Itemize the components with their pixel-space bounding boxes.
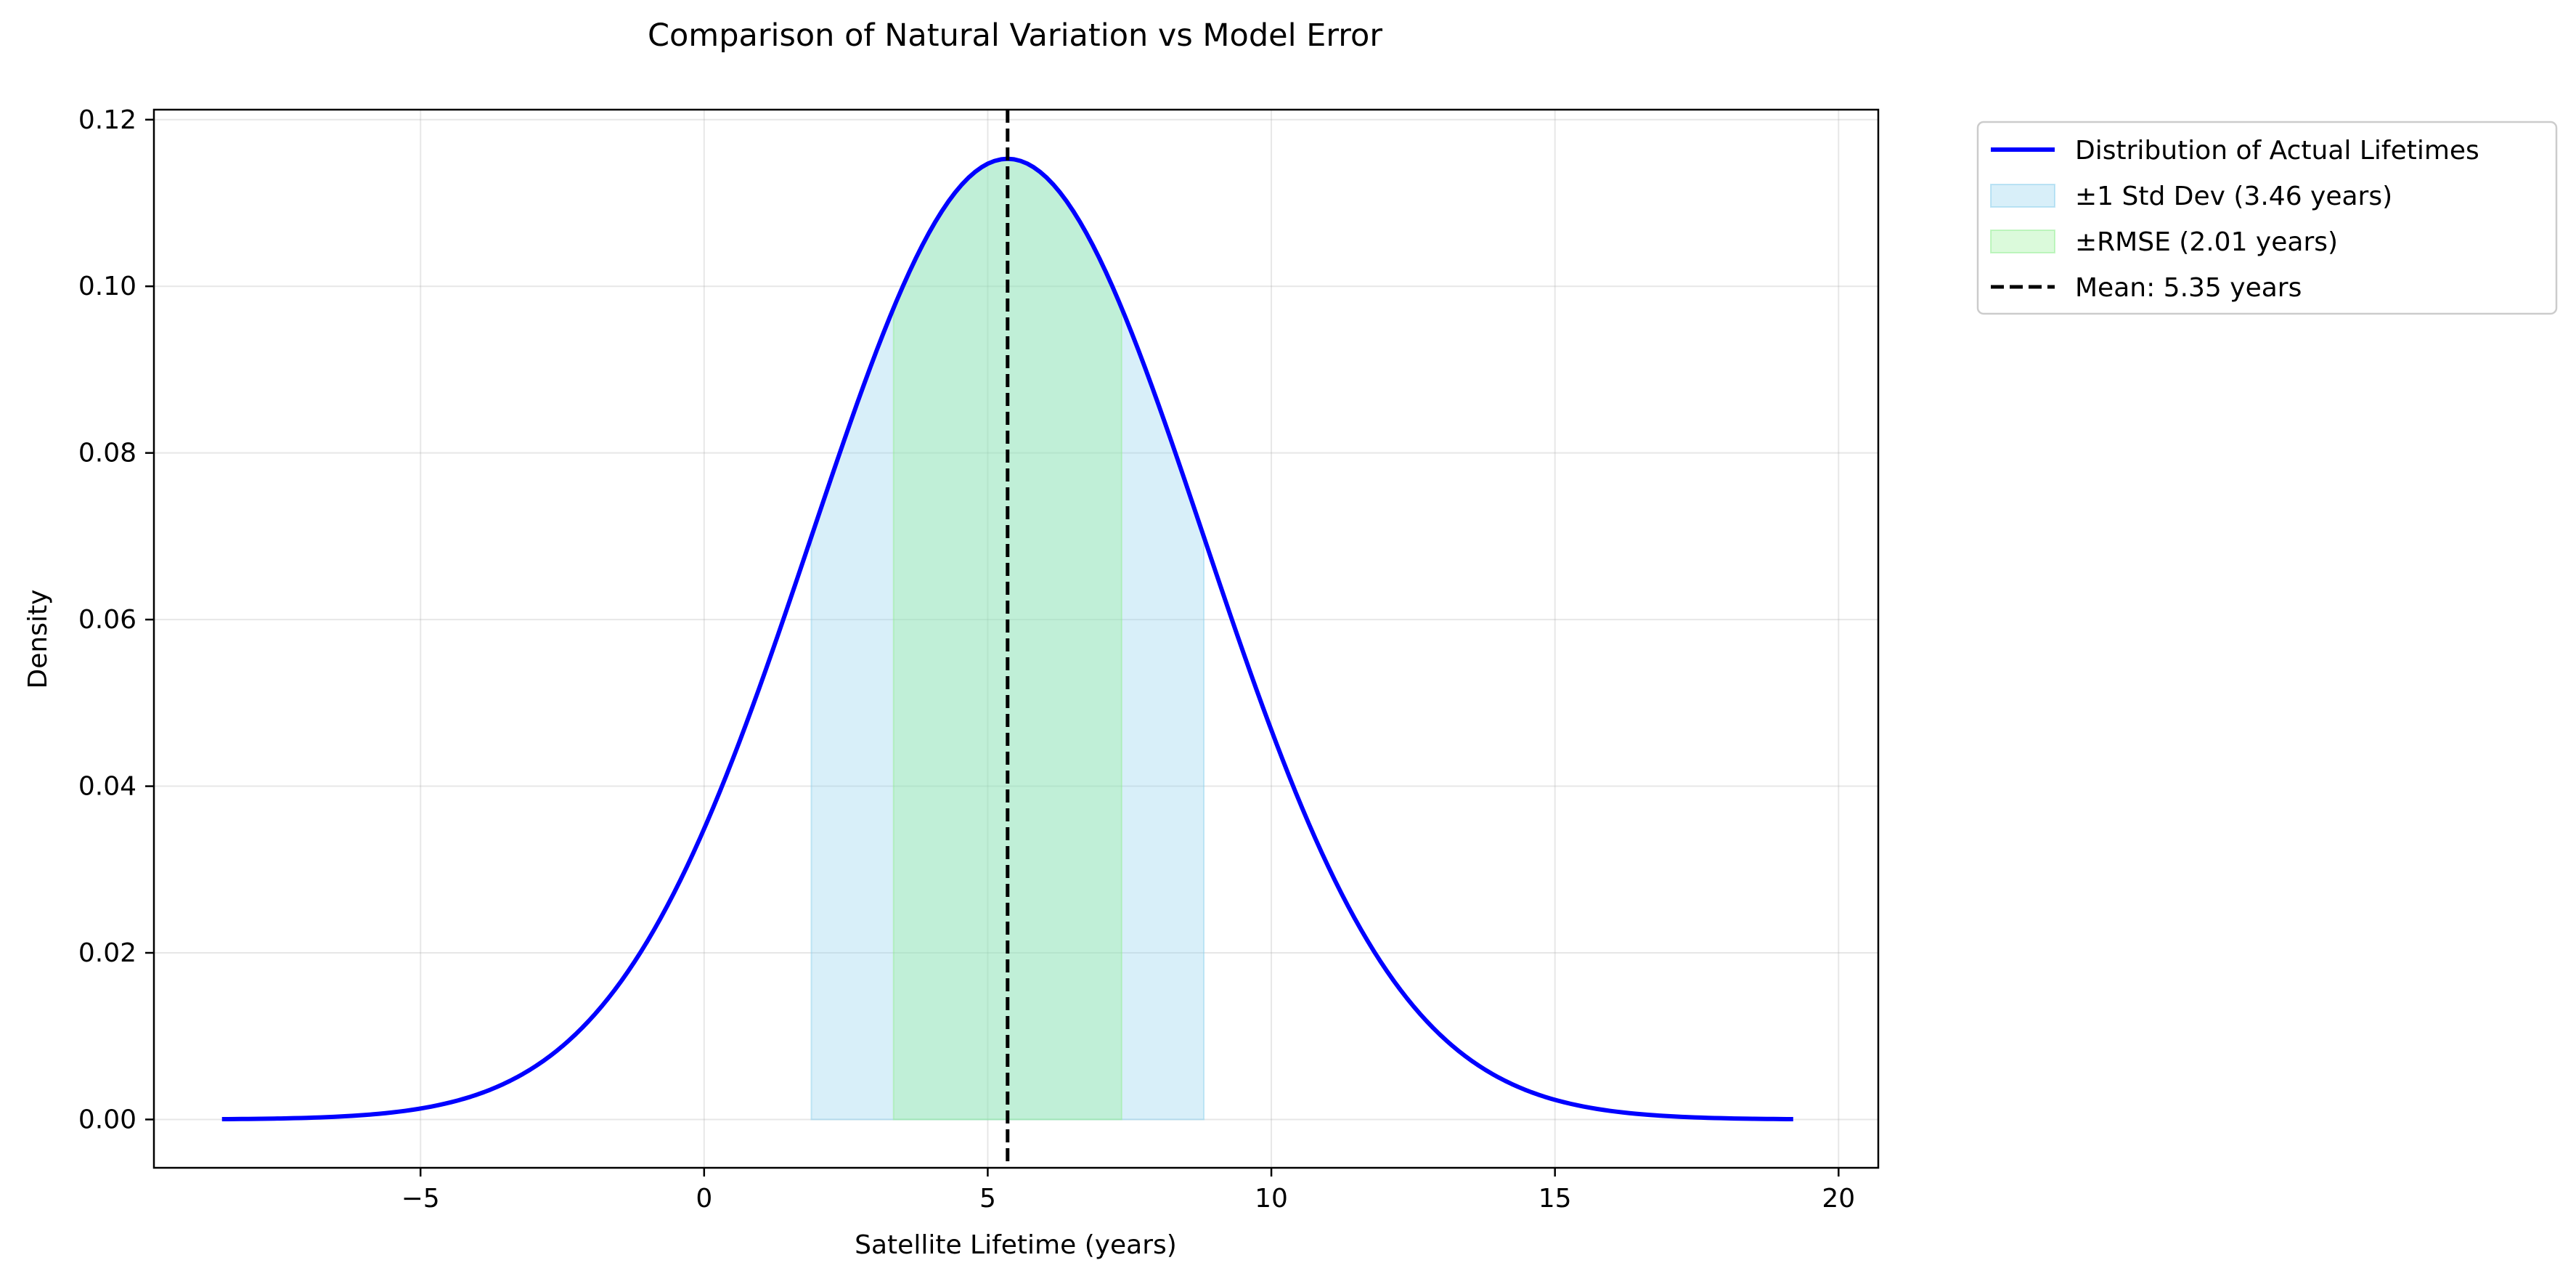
x-tick-label: 10 <box>1255 1184 1288 1214</box>
grid-lines <box>154 110 1878 1168</box>
x-tick-label: 20 <box>1822 1184 1855 1214</box>
y-tick-label: 0.04 <box>78 772 136 802</box>
legend-swatch-patch <box>1990 184 2055 208</box>
legend-item-std-dev: ±1 Std Dev (3.46 years) <box>1990 182 2392 211</box>
legend-label: ±RMSE (2.01 years) <box>2075 227 2338 257</box>
plot-frame <box>152 108 1880 1169</box>
x-axis-ticks: −5 0 5 10 15 20 <box>402 1168 1855 1214</box>
legend-box <box>1976 121 2558 315</box>
chart-title: Comparison of Natural Variation vs Model… <box>648 17 1382 54</box>
legend-swatch-patch <box>1990 229 2055 253</box>
legend-items: Distribution of Actual Lifetimes ±1 Std D… <box>1990 136 2479 303</box>
y-tick-label: 0.08 <box>78 439 136 468</box>
legend-label: Distribution of Actual Lifetimes <box>2075 136 2479 166</box>
plot-area <box>154 110 1878 1168</box>
legend-label: Mean: 5.35 years <box>2075 273 2302 303</box>
y-axis-title: Density <box>23 590 53 689</box>
y-tick-label: 0.00 <box>78 1105 136 1134</box>
x-tick-label: −5 <box>402 1184 440 1214</box>
y-tick-label: 0.02 <box>78 938 136 968</box>
legend-label: ±1 Std Dev (3.46 years) <box>2075 182 2392 211</box>
x-axis-title: Satellite Lifetime (years) <box>855 1230 1177 1260</box>
legend-item-distribution: Distribution of Actual Lifetimes <box>1991 136 2479 166</box>
legend-item-rmse: ±RMSE (2.01 years) <box>1990 227 2338 257</box>
y-tick-label: 0.10 <box>78 272 136 301</box>
legend-item-mean: Mean: 5.35 years <box>1991 273 2302 303</box>
x-tick-label: 5 <box>979 1184 996 1214</box>
y-axis-ticks: 0.00 0.02 0.04 0.06 0.08 0.10 0.12 <box>78 105 154 1134</box>
x-tick-label: 15 <box>1538 1184 1572 1214</box>
y-tick-label: 0.12 <box>78 105 136 135</box>
y-tick-label: 0.06 <box>78 605 136 635</box>
x-tick-label: 0 <box>696 1184 712 1214</box>
legend: Distribution of Actual Lifetimes ±1 Std D… <box>1976 121 2558 315</box>
